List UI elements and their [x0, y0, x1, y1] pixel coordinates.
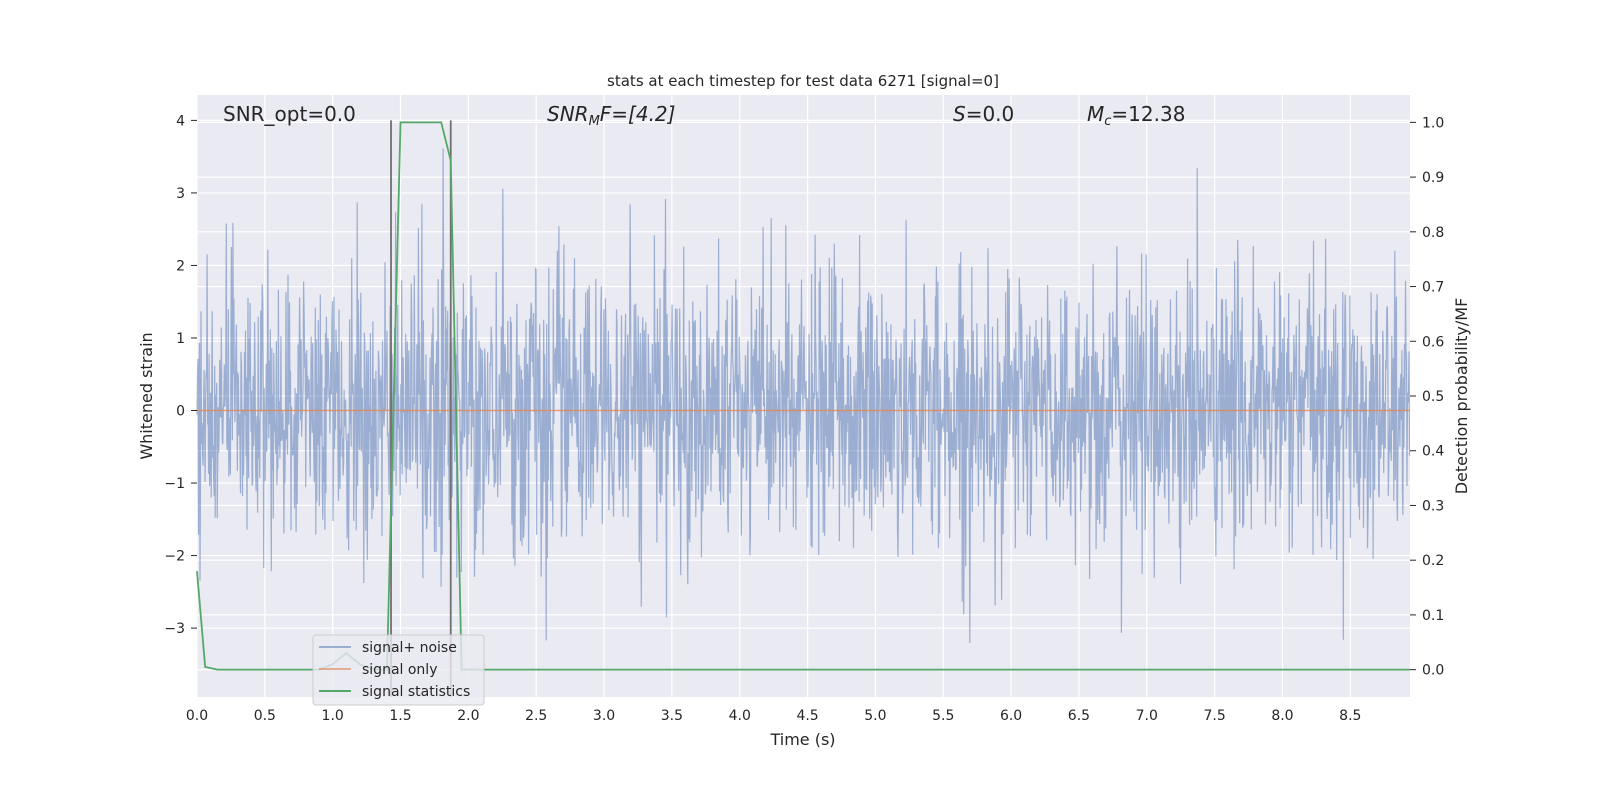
y-right-tick-label: 0.6	[1422, 334, 1444, 350]
annotation-snr-opt: SNR_opt=0.0	[223, 102, 356, 126]
y-right-tick-label: 0.0	[1422, 663, 1444, 679]
x-tick-label: 4.0	[729, 708, 751, 724]
y-tick-label: 1	[176, 331, 185, 347]
y-tick-label: 0	[176, 404, 185, 420]
y-tick-label: −3	[164, 621, 185, 637]
legend-label-signal-noise: signal+ noise	[362, 640, 457, 656]
legend-box	[312, 634, 485, 706]
x-tick-label: 2.5	[525, 708, 547, 724]
annotation-s: S=0.0	[953, 102, 1014, 126]
signal-noise-line	[196, 148, 1411, 644]
x-tick-label: 3.5	[661, 708, 683, 724]
mc-rest: =12.38	[1111, 102, 1185, 126]
y-right-tick-label: 0.5	[1422, 389, 1444, 405]
ticks: 0.0 0.5 1.0 1.5 2.0 2.5 3.0 3.5 4.0 4.5 5.0 5.5 6.0 6…	[164, 113, 1444, 724]
x-tick-label: 1.0	[322, 708, 344, 724]
y-tick-label: −2	[164, 549, 185, 565]
x-tick-label: 6.0	[1000, 708, 1022, 724]
chart-title: stats at each timestep for test data 627…	[607, 72, 999, 90]
y-right-tick-label: 0.9	[1422, 170, 1444, 186]
y-tick-label: 3	[176, 186, 185, 202]
x-tick-label: 7.5	[1203, 708, 1225, 724]
x-tick-label: 8.0	[1271, 708, 1293, 724]
signal-noise-series	[196, 148, 1411, 644]
legend-label-signal-only: signal only	[362, 662, 437, 678]
x-tick-label: 6.5	[1068, 708, 1090, 724]
x-tick-label: 1.5	[389, 708, 411, 724]
x-tick-label: 2.0	[457, 708, 479, 724]
x-tick-label: 5.0	[864, 708, 886, 724]
legend: signal+ noise signal only signal statist…	[312, 634, 485, 706]
x-tick-label: 8.5	[1339, 708, 1361, 724]
y-right-tick-label: 0.1	[1422, 608, 1444, 624]
y-right-tick-label: 1.0	[1422, 115, 1444, 131]
x-tick-label: 5.5	[932, 708, 954, 724]
annotation-mc: Mc=12.38	[1087, 102, 1185, 129]
x-tick-label: 0.0	[186, 708, 208, 724]
y-axis-label: Whitened strain	[137, 332, 156, 459]
x-tick-label: 7.0	[1136, 708, 1158, 724]
y-right-tick-label: 0.7	[1422, 280, 1444, 296]
snr-mf-base: SNR	[547, 102, 589, 126]
snr-mf-sub: M	[589, 114, 600, 129]
legend-label-signal-statistics: signal statistics	[362, 684, 470, 700]
y-right-tick-label: 0.2	[1422, 553, 1444, 569]
y-tick-label: −1	[164, 476, 185, 492]
s-rest: =0.0	[966, 102, 1015, 126]
x-tick-label: 0.5	[254, 708, 276, 724]
y-right-axis-label: Detection probability/MF	[1452, 298, 1471, 495]
s-italic: S	[953, 102, 966, 126]
y-right-tick-label: 0.8	[1422, 225, 1444, 241]
y-right-tick-label: 0.4	[1422, 444, 1444, 460]
mc-base: M	[1087, 102, 1104, 126]
y-tick-label: 4	[176, 113, 185, 129]
snr-mf-rest: F=[4.2]	[600, 102, 676, 126]
mc-sub: c	[1104, 114, 1111, 129]
annotation-snr-mf: SNRMF=[4.2]	[547, 102, 675, 129]
x-axis-label: Time (s)	[769, 730, 835, 749]
x-tick-label: 3.0	[593, 708, 615, 724]
x-tick-label: 4.5	[796, 708, 818, 724]
y-tick-label: 2	[176, 258, 185, 274]
y-right-tick-label: 0.3	[1422, 498, 1444, 514]
